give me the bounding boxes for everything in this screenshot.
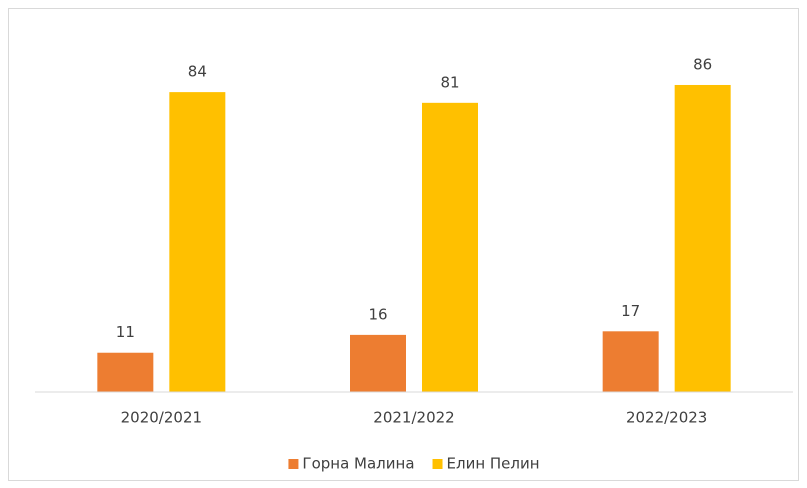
bar — [602, 331, 659, 392]
data-label: 84 — [188, 63, 207, 81]
legend-label: Горна Малина — [302, 455, 414, 473]
bar — [169, 92, 226, 393]
x-tick-label: 2021/2022 — [373, 409, 454, 427]
bar — [350, 334, 406, 392]
legend-label: Елин Пелин — [447, 455, 540, 473]
data-label: 11 — [116, 323, 135, 341]
bar — [674, 84, 731, 392]
chart-frame — [8, 8, 799, 481]
data-label: 17 — [621, 302, 640, 320]
x-tick-label: 2022/2023 — [626, 409, 707, 427]
bar — [97, 352, 154, 392]
bar — [422, 102, 478, 392]
data-label: 86 — [693, 55, 712, 73]
data-label: 16 — [368, 305, 387, 323]
x-tick-label: 2020/2021 — [121, 409, 202, 427]
legend-swatch — [432, 459, 443, 469]
legend-swatch — [288, 459, 299, 469]
data-label: 81 — [440, 73, 459, 91]
